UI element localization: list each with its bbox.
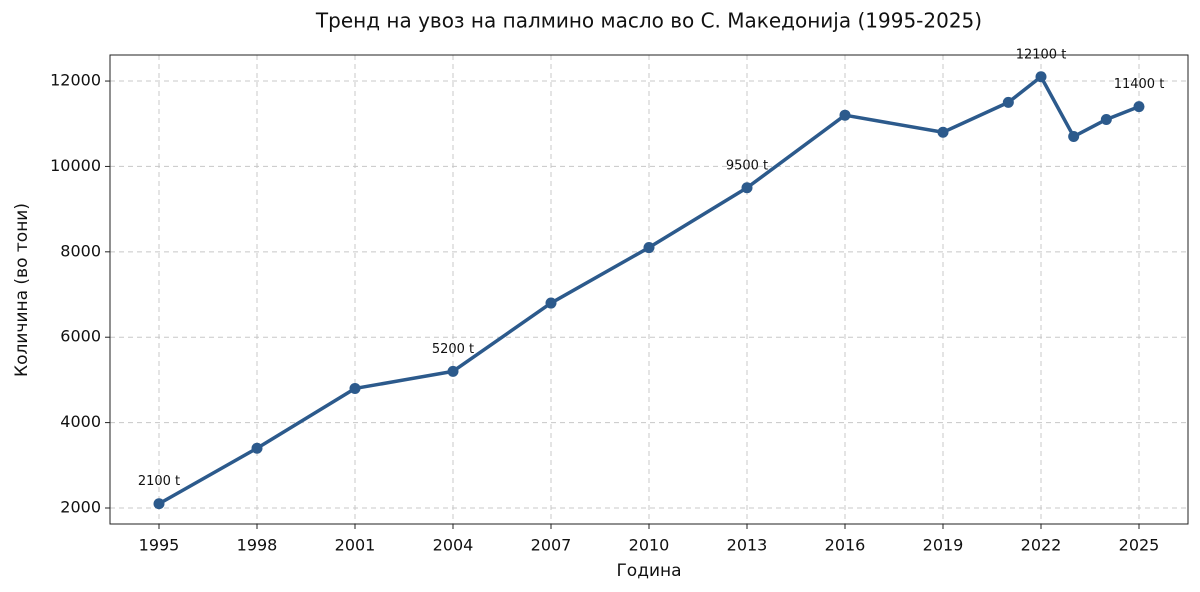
y-tick-label: 2000: [60, 497, 101, 516]
data-point: [839, 109, 851, 121]
data-point: [1100, 113, 1112, 125]
data-label: 11400 t: [1114, 77, 1165, 92]
data-line: [158, 75, 1140, 506]
data-label: 9500 t: [726, 158, 768, 173]
data-point: [1035, 71, 1047, 83]
data-point: [1133, 101, 1145, 113]
data-label: 5200 t: [432, 342, 474, 357]
y-tick-label: 8000: [60, 241, 101, 260]
x-tick-label: 2010: [629, 536, 670, 555]
data-label: 2100 t: [138, 474, 180, 489]
x-tick-label: 2013: [727, 536, 768, 555]
x-tick-label: 2022: [1021, 536, 1062, 555]
x-tick-label: 2007: [531, 536, 572, 555]
data-point: [153, 498, 165, 510]
x-tick-label: 2019: [923, 536, 964, 555]
data-point: [447, 365, 459, 377]
y-tick-label: 10000: [50, 156, 101, 175]
data-point: [937, 126, 949, 138]
x-tick-label: 1998: [237, 536, 278, 555]
y-tick-label: 12000: [50, 71, 101, 90]
data-point: [741, 182, 753, 194]
y-axis-title: Количина (во тони): [12, 203, 32, 377]
x-tick-label: 2004: [433, 536, 474, 555]
data-point: [1068, 131, 1080, 143]
data-point: [1002, 96, 1014, 108]
x-axis-title: Година: [616, 561, 681, 581]
plot-frame: [109, 54, 1189, 525]
data-label: 12100 t: [1016, 47, 1067, 62]
chart-title: Тренд на увоз на палмино масло во С. Мак…: [315, 9, 982, 33]
x-tick-label: 2025: [1119, 536, 1160, 555]
data-point: [545, 297, 557, 309]
y-tick-label: 6000: [60, 327, 101, 346]
x-tick-label: 2016: [825, 536, 866, 555]
y-tick-label: 4000: [60, 412, 101, 431]
data-point: [643, 242, 655, 254]
x-tick-label: 2001: [335, 536, 376, 555]
data-point: [349, 382, 361, 394]
data-point: [251, 442, 263, 454]
x-tick-label: 1995: [139, 536, 180, 555]
